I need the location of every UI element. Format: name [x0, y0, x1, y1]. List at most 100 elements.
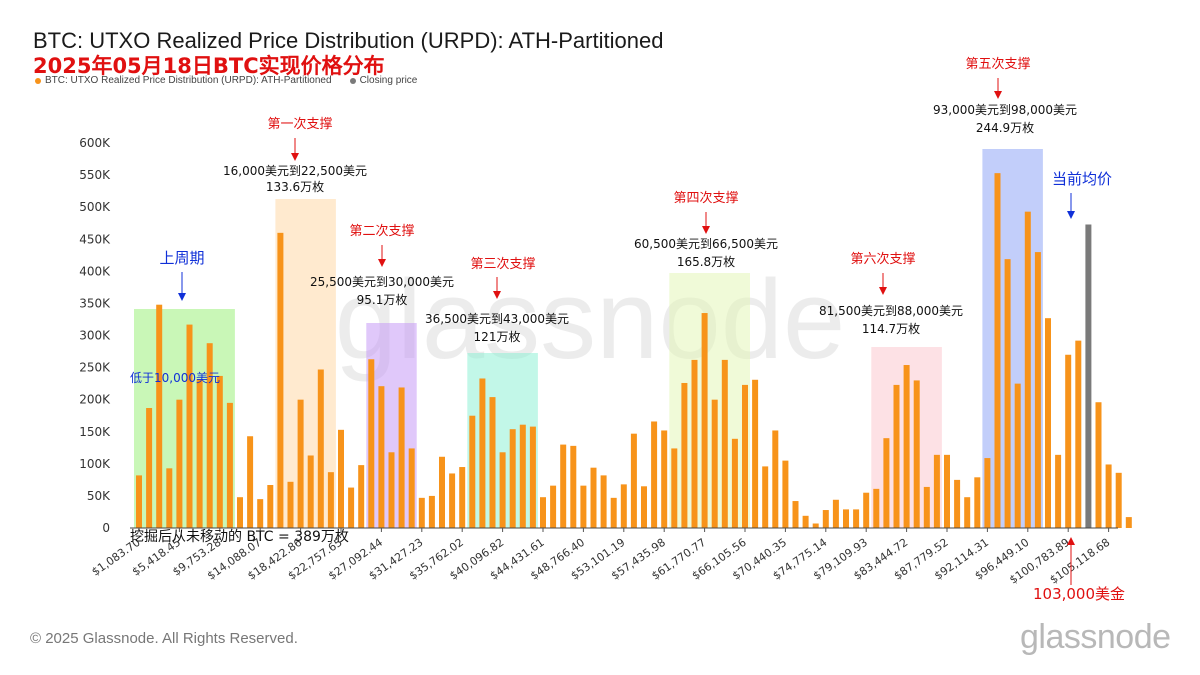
- urpd-bar: [580, 485, 587, 528]
- legend-item-closing-price[interactable]: Closing price: [349, 75, 417, 86]
- urpd-bar: [843, 509, 849, 528]
- urpd-bar: [1004, 259, 1011, 528]
- prev-cycle-label: 上周期: [159, 249, 204, 267]
- urpd-bar: [206, 343, 213, 528]
- urpd-bar: [1105, 464, 1112, 528]
- urpd-bar: [974, 477, 981, 528]
- urpd-bar: [196, 379, 203, 528]
- urpd-bar: [964, 497, 971, 528]
- urpd-bar: [752, 379, 759, 528]
- watermark: glassnode: [335, 257, 846, 382]
- urpd-bar: [439, 456, 445, 528]
- urpd-bar: [822, 510, 829, 528]
- urpd-bar: [469, 415, 476, 528]
- urpd-bar: [449, 473, 456, 528]
- urpd-bar: [681, 382, 688, 528]
- urpd-bar: [590, 467, 597, 528]
- support-2-range: 25,500美元到30,000美元: [310, 275, 454, 289]
- support-6-amount: 114.7万枚: [862, 321, 920, 336]
- urpd-bar: [661, 430, 668, 528]
- urpd-bar: [307, 455, 314, 528]
- urpd-bar: [338, 429, 344, 528]
- avg-price-arrowhead-icon: [1067, 211, 1075, 219]
- y-tick-label: 550K: [79, 168, 111, 182]
- legend-dot-closing-price-icon: [349, 77, 356, 84]
- urpd-bar: [327, 472, 334, 528]
- support-4-amount: 165.8万枚: [677, 254, 735, 269]
- support-3-arrowhead-icon: [493, 291, 501, 299]
- support-6-title: 第六次支撑: [850, 251, 915, 267]
- urpd-bar: [1014, 383, 1021, 528]
- urpd-bar: [1034, 252, 1041, 529]
- urpd-bar: [186, 324, 193, 528]
- urpd-bar: [641, 486, 647, 528]
- urpd-bar: [944, 454, 950, 528]
- urpd-bar: [721, 359, 728, 528]
- urpd-bar: [1115, 472, 1122, 528]
- y-tick-label: 0: [102, 521, 110, 535]
- legend-label-urpd: BTC: UTXO Realized Price Distribution (U…: [45, 75, 332, 86]
- chart-title: BTC: UTXO Realized Price Distribution (U…: [33, 28, 664, 53]
- urpd-bar: [913, 380, 920, 528]
- urpd-bar: [954, 479, 961, 528]
- prev-cycle-range: 低于10,000美元: [130, 371, 220, 385]
- urpd-bar: [267, 485, 274, 528]
- urpd-bar: [782, 460, 789, 528]
- urpd-bar: [479, 378, 486, 528]
- urpd-bar: [418, 497, 425, 528]
- urpd-bar: [570, 445, 577, 528]
- closing-price-bar: [1085, 224, 1092, 528]
- support-2-amount: 95.1万枚: [357, 292, 408, 307]
- urpd-bar: [358, 465, 365, 528]
- urpd-bar: [984, 458, 991, 528]
- urpd-bar: [489, 397, 496, 528]
- urpd-bar: [994, 173, 1001, 529]
- annotation-support-3: 第三次支撑 36,500美元到43,000美元 121万枚: [425, 256, 569, 344]
- urpd-bar: [428, 495, 435, 528]
- urpd-bar: [136, 475, 142, 528]
- urpd-bar: [166, 468, 173, 528]
- support-6-range: 81,500美元到88,000美元: [819, 304, 963, 318]
- prev-cycle-arrowhead-icon: [178, 293, 186, 301]
- urpd-bar: [176, 399, 183, 528]
- urpd-bar: [883, 438, 890, 528]
- glassnode-logo: glassnode: [1020, 618, 1171, 656]
- mined-unmoved-label: 挖掘后从未移动的 BTC = 389万枚: [130, 529, 349, 545]
- y-tick-label: 250K: [79, 361, 111, 375]
- y-tick-label: 450K: [79, 232, 111, 246]
- annotation-avg-price: 当前均价: [1052, 170, 1112, 219]
- urpd-bar: [408, 448, 415, 528]
- support-1-range: 16,000美元到22,500美元: [223, 164, 367, 178]
- urpd-bar: [600, 475, 607, 528]
- support-4-title: 第四次支撑: [673, 190, 738, 206]
- urpd-bar: [873, 488, 880, 528]
- support-2-title: 第二次支撑: [349, 223, 414, 239]
- urpd-bar: [1024, 211, 1031, 529]
- y-tick-label: 500K: [79, 200, 111, 214]
- support-6-arrowhead-icon: [879, 287, 887, 295]
- urpd-bar: [297, 399, 304, 528]
- urpd-bar: [1125, 517, 1132, 528]
- urpd-bar: [701, 313, 708, 528]
- urpd-bar: [348, 487, 355, 528]
- y-tick-label: 200K: [79, 393, 111, 407]
- highlight-region-s1: [275, 199, 336, 528]
- urpd-bar: [863, 492, 870, 528]
- urpd-bar: [216, 375, 223, 528]
- urpd-bar: [742, 384, 748, 528]
- urpd-bar: [731, 438, 738, 528]
- urpd-bar: [529, 426, 536, 528]
- support-1-arrowhead-icon: [291, 153, 299, 161]
- urpd-bar: [812, 523, 819, 528]
- urpd-bar: [368, 359, 375, 528]
- urpd-bar: [509, 429, 516, 528]
- current-price-arrowhead-icon: [1067, 537, 1075, 545]
- copyright: © 2025 Glassnode. All Rights Reserved.: [30, 630, 298, 647]
- legend-item-urpd[interactable]: BTC: UTXO Realized Price Distribution (U…: [35, 75, 332, 86]
- y-tick-label: 600K: [79, 136, 111, 150]
- urpd-bar: [277, 232, 284, 529]
- urpd-bar: [772, 430, 779, 528]
- annotation-support-6: 第六次支撑 81,500美元到88,000美元 114.7万枚: [819, 251, 963, 336]
- urpd-bar: [378, 386, 385, 528]
- support-5-range: 93,000美元到98,000美元: [933, 103, 1077, 117]
